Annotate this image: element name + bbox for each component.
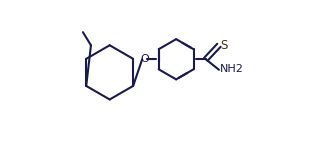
Text: O: O	[140, 54, 149, 64]
Text: S: S	[220, 39, 228, 52]
Text: NH2: NH2	[220, 64, 244, 74]
